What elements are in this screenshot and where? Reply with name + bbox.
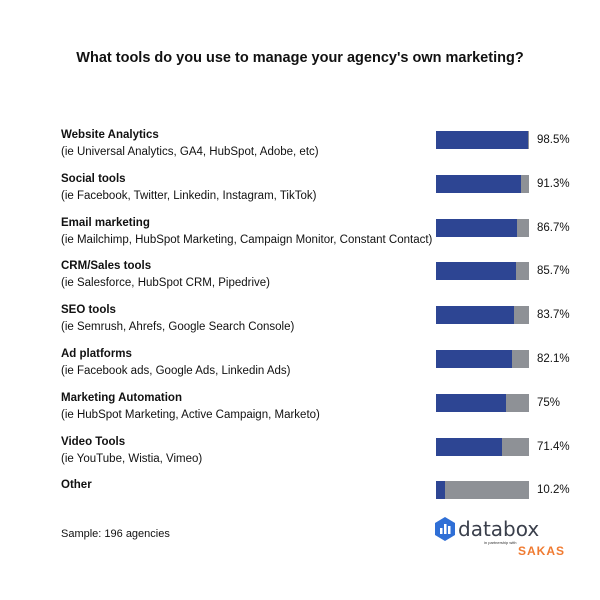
bar-track bbox=[436, 131, 529, 149]
category-label: Social tools bbox=[61, 172, 126, 185]
category-detail: (ie YouTube, Wistia, Vimeo) bbox=[61, 452, 203, 465]
bar-track bbox=[436, 481, 529, 500]
databox-logo: databox bbox=[458, 517, 540, 541]
category-detail: (ie Semrush, Ahrefs, Google Search Conso… bbox=[61, 321, 295, 334]
category-label: Ad platforms bbox=[61, 348, 132, 360]
bar-track bbox=[436, 350, 529, 368]
category-detail: (ie Facebook, Twitter, Linkedin, Instagr… bbox=[61, 189, 317, 202]
category-detail: (ie Facebook ads, Google Ads, Linkedin A… bbox=[61, 365, 291, 377]
bar-row: Other 10.2% bbox=[61, 479, 600, 519]
databox-logo-icon bbox=[434, 517, 456, 546]
value-label: 91.3% bbox=[537, 177, 570, 190]
bar-row: Marketing Automation (ie HubSpot Marketi… bbox=[61, 392, 600, 432]
bar bbox=[436, 306, 514, 325]
category-label: SEO tools bbox=[61, 304, 116, 317]
value-label: 10.2% bbox=[537, 484, 570, 497]
bar-track bbox=[436, 437, 529, 456]
bar bbox=[436, 174, 521, 193]
bar-track bbox=[436, 262, 529, 281]
category-label: Other bbox=[61, 479, 92, 492]
bar bbox=[436, 437, 503, 456]
bar-track bbox=[436, 174, 529, 193]
category-label: Marketing Automation bbox=[61, 391, 182, 404]
value-label: 83.7% bbox=[537, 309, 570, 322]
bar-track bbox=[436, 218, 529, 237]
category-detail: (ie Universal Analytics, GA4, HubSpot, A… bbox=[61, 146, 319, 158]
bar-row: Video Tools (ie YouTube, Wistia, Vimeo) … bbox=[61, 436, 600, 476]
bar-row: Ad platforms (ie Facebook ads, Google Ad… bbox=[61, 348, 600, 388]
bar-row: Website Analytics (ie Universal Analytic… bbox=[61, 129, 600, 169]
value-label: 86.7% bbox=[537, 221, 570, 234]
sample-note: Sample: 196 agencies bbox=[61, 528, 170, 540]
bar-track bbox=[436, 306, 529, 325]
value-label: 82.1% bbox=[537, 353, 570, 365]
bar bbox=[436, 350, 513, 368]
value-label: 98.5% bbox=[537, 134, 570, 146]
category-label: Website Analytics bbox=[61, 129, 159, 141]
bar-row: Email marketing (ie Mailchimp, HubSpot M… bbox=[61, 217, 600, 257]
value-label: 85.7% bbox=[537, 265, 570, 278]
category-detail: (ie Salesforce, HubSpot CRM, Pipedrive) bbox=[61, 277, 270, 290]
bar bbox=[436, 131, 528, 149]
sakas-logo: SAKAS bbox=[518, 544, 566, 558]
bar-row: SEO tools (ie Semrush, Ahrefs, Google Se… bbox=[61, 304, 600, 344]
bar bbox=[436, 393, 506, 412]
value-label: 75% bbox=[537, 396, 561, 409]
bar-row: Social tools (ie Facebook, Twitter, Link… bbox=[61, 173, 600, 213]
value-label: 71.4% bbox=[537, 440, 570, 453]
bar-row: CRM/Sales tools (ie Salesforce, HubSpot … bbox=[61, 260, 600, 300]
bar bbox=[436, 218, 517, 237]
bar-track bbox=[436, 393, 529, 412]
category-label: Email marketing bbox=[61, 216, 150, 229]
category-label: Video Tools bbox=[61, 435, 126, 448]
category-label: CRM/Sales tools bbox=[61, 260, 152, 273]
bar bbox=[436, 262, 516, 281]
category-detail: (ie Mailchimp, HubSpot Marketing, Campai… bbox=[61, 233, 433, 246]
chart-title: What tools do you use to manage your age… bbox=[76, 50, 524, 66]
partner-note: in partnership with bbox=[484, 540, 517, 545]
bar bbox=[436, 481, 446, 500]
category-detail: (ie HubSpot Marketing, Active Campaign, … bbox=[61, 408, 320, 421]
